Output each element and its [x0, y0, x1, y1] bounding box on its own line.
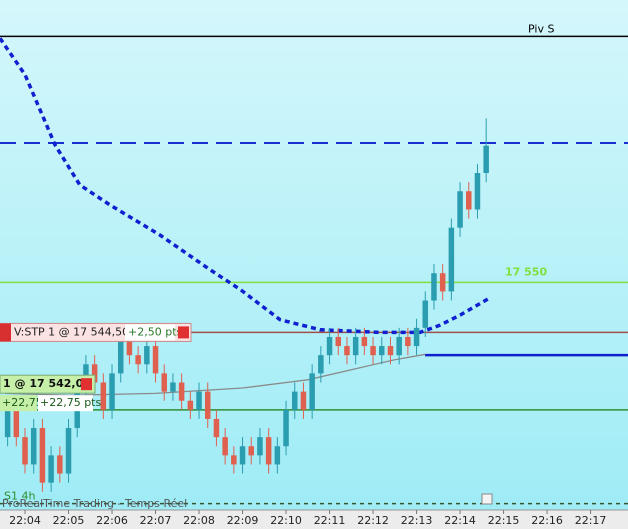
x-tick-label: 22:14 [444, 514, 476, 527]
close-button[interactable] [81, 378, 92, 391]
position-box [0, 374, 96, 394]
candle-body [439, 273, 446, 292]
candle-body [396, 336, 402, 356]
x-tick-label: 22:15 [488, 514, 520, 527]
x-axis-band [0, 510, 628, 529]
candle-body [57, 455, 63, 474]
candle-body [126, 336, 133, 356]
candle-body [309, 373, 315, 410]
candle-body [361, 336, 368, 347]
x-tick-label: 22:06 [96, 514, 128, 527]
order-handle [0, 323, 11, 342]
candle-body [265, 437, 272, 465]
footer: ProRealTime Trading - Temps Réel [2, 497, 187, 510]
moving-average [0, 37, 491, 335]
candle-body [248, 446, 254, 456]
candle-body [335, 336, 342, 347]
x-tick-label: 22:11 [314, 514, 346, 527]
candle-body [135, 355, 141, 365]
candle-body [405, 336, 411, 347]
pnl-box [0, 395, 37, 412]
candle-body [370, 346, 376, 356]
position-pnl: +22,75 pts [40, 396, 101, 409]
candle-body [466, 191, 472, 210]
candle-body [474, 173, 481, 210]
level-name: Piv S [528, 22, 554, 35]
candle-body [39, 428, 46, 483]
candle-body [300, 391, 307, 410]
candle-body [387, 346, 394, 356]
candle-body [170, 382, 176, 392]
candle-body [413, 327, 420, 347]
candle-body [196, 391, 202, 410]
x-tick-label: 22:12 [357, 514, 389, 527]
candle-body [187, 400, 194, 410]
candle-body [344, 346, 350, 356]
candle-body [422, 300, 429, 328]
plot-background [0, 0, 628, 510]
order-label: V:STP 1 @ 17 544,50 [14, 325, 129, 338]
candle-body [222, 437, 228, 456]
moving-average [4, 353, 426, 396]
level-name: S1 4h [4, 490, 35, 503]
x-tick-label: 22:13 [401, 514, 433, 527]
candle-body [117, 336, 124, 374]
plot: Piv S 17 550 S1 4h V:STP 1 @ 17 544,50+2,50… [0, 22, 628, 505]
x-tick-label: 22:09 [227, 514, 259, 527]
x-tick-label: 22:04 [9, 514, 41, 527]
candle-body [231, 455, 237, 465]
candle-body [100, 382, 107, 410]
candle-body [448, 227, 455, 292]
candle-body [239, 446, 246, 465]
candle-body [326, 336, 333, 356]
candle-body [178, 382, 185, 401]
info-icon[interactable] [481, 493, 493, 505]
x-tick-label: 22:16 [531, 514, 563, 527]
candle-body [483, 145, 489, 174]
candle-body [291, 391, 298, 410]
order-pnl: +2,50 pts [128, 325, 183, 338]
candle-body [13, 409, 20, 438]
candle-body [161, 373, 167, 392]
candle-body [204, 391, 211, 419]
position-pnl: +22,75 [2, 396, 43, 409]
x-tick-label: 22:08 [183, 514, 215, 527]
candle-body [91, 364, 98, 383]
candle-body [213, 418, 220, 438]
pnl-box [125, 324, 175, 341]
candle-body [457, 191, 463, 228]
candle-body [283, 409, 289, 447]
candle-body [30, 428, 37, 465]
close-button[interactable] [178, 326, 189, 339]
x-tick-label: 22:17 [575, 514, 607, 527]
candle-body [352, 336, 359, 356]
x-tick-label: 22:07 [140, 514, 172, 527]
candle-body [318, 355, 324, 374]
candle-body [109, 373, 115, 410]
candle-body [48, 455, 54, 483]
candle-body [152, 346, 159, 374]
position-label: 1 @ 17 542,00 [3, 377, 91, 390]
candle-body [144, 346, 150, 365]
candle-body [4, 409, 11, 438]
candle-body [22, 437, 28, 465]
level-label: 17 550 [505, 265, 547, 278]
candle-body [431, 273, 437, 301]
candle-body [65, 428, 72, 474]
pnl-box [38, 395, 93, 412]
candle-body [379, 346, 385, 356]
candle-body [274, 446, 281, 465]
x-tick-label: 22:05 [53, 514, 85, 527]
x-tick-label: 22:10 [270, 514, 302, 527]
candle-body [257, 437, 263, 456]
